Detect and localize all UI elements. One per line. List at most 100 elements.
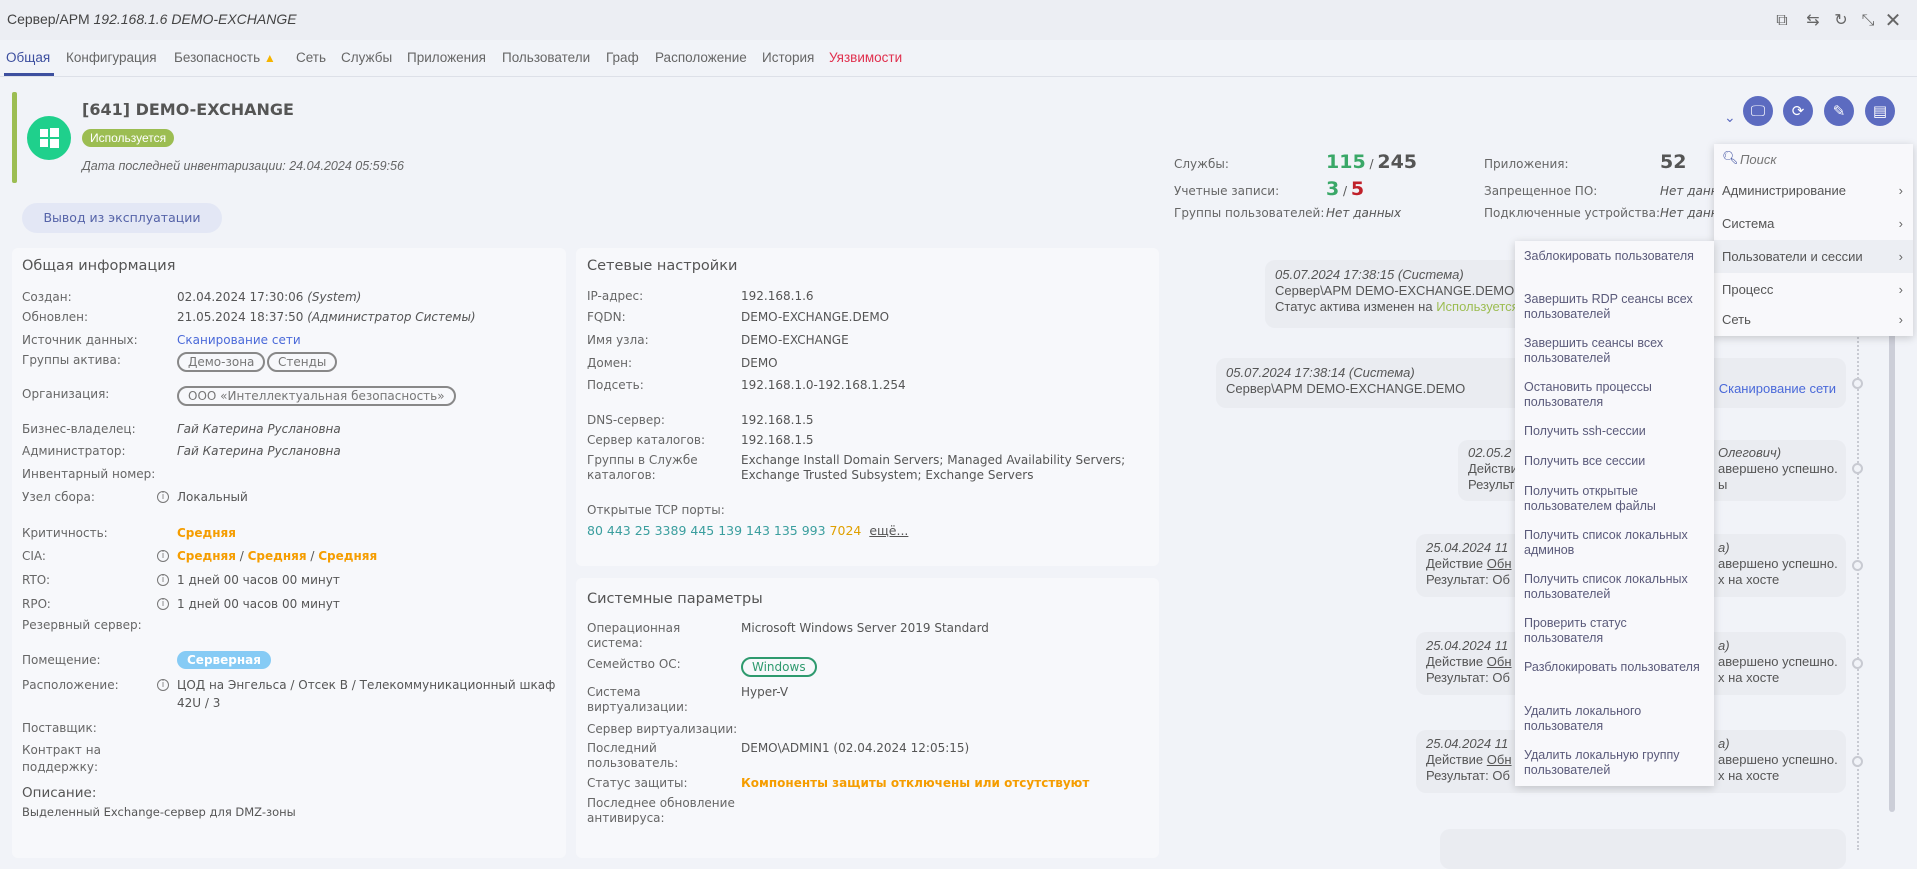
chevron-down-icon[interactable]: ⌄ [1724, 110, 1736, 126]
fqdn-label: FQDN: [587, 310, 626, 324]
document-icon[interactable]: ▤ [1865, 96, 1895, 126]
menu-item-users-sessions[interactable]: Пользователи и сессии › [1714, 240, 1913, 273]
submenu-item[interactable]: Удалить локальную группу пользователей [1524, 748, 1680, 777]
updated-value: 21.05.2024 18:37:50 (Администратор Систе… [177, 310, 476, 324]
submenu-item[interactable]: Удалить локального пользователя [1524, 704, 1642, 733]
info-icon[interactable]: i [157, 550, 169, 562]
submenu-item[interactable]: Остановить процессы пользователя [1524, 380, 1652, 409]
submenu-item[interactable]: Получить ssh-сессии [1524, 424, 1646, 438]
action-link[interactable]: Обн [1486, 654, 1512, 669]
organization-chip[interactable]: ООО «Интеллектуальная безопасность» [177, 386, 456, 406]
tab-network[interactable]: Сеть [296, 50, 327, 65]
swap-icon[interactable]: ⇆ [1806, 10, 1820, 29]
submenu-item[interactable]: Завершить RDP сеансы всех пользователей [1524, 292, 1693, 321]
virtualization-label: Система [587, 685, 641, 699]
warning-icon: ▲ [263, 51, 276, 65]
info-icon[interactable]: i [157, 598, 169, 610]
tab-bar: Общая Конфигурация Безопасность ▲ Сеть С… [0, 40, 1917, 77]
submenu-item[interactable]: Завершить сеансы всех пользователей [1524, 336, 1664, 365]
accounts-label: Учетные записи: [1174, 184, 1280, 198]
info-icon[interactable]: i [157, 679, 169, 691]
rto-value: 1 дней 00 часов 00 минут [177, 573, 340, 587]
info-icon[interactable]: i [157, 491, 169, 503]
group-chip[interactable]: Стенды [267, 352, 338, 372]
panel-title: Системные параметры [587, 591, 763, 607]
created-label: Создан: [22, 290, 72, 304]
tab-vulnerabilities[interactable]: Уязвимости [829, 50, 903, 65]
menu-item-network[interactable]: Сеть › [1714, 303, 1913, 336]
submenu-item[interactable]: Получить открытые пользователем файлы [1524, 484, 1656, 513]
tab-security[interactable]: Безопасность ▲ [174, 50, 276, 65]
os-value: Microsoft Windows Server 2019 Standard [741, 621, 989, 635]
copy-icon[interactable]: ⧉ [1776, 10, 1788, 29]
menu-item-process[interactable]: Процесс › [1714, 273, 1913, 306]
virt-server-label: Сервер виртуализации: [587, 722, 738, 736]
timeline-dot [1852, 463, 1863, 474]
av-update-label-cont: антивируса: [587, 811, 665, 825]
services-label: Службы: [1174, 157, 1229, 171]
services-count[interactable]: 115 / 245 [1326, 151, 1418, 173]
submenu-item[interactable]: Проверить статус пользователя [1524, 616, 1627, 645]
os-label-cont: система: [587, 636, 643, 650]
description-value: Выделенный Exchange-сервер для DMZ-зоны [22, 805, 296, 819]
virtualization-label-cont: виртуализации: [587, 700, 688, 714]
location-label: Расположение: [22, 678, 119, 692]
remote-desktop-icon[interactable]: 🖵 [1743, 96, 1773, 126]
chevron-right-icon: › [1898, 216, 1903, 231]
scrollbar[interactable] [1889, 200, 1895, 812]
actions-menu: 🔍︎ Администрирование› Система› Пользоват… [1714, 144, 1913, 336]
tab-applications[interactable]: Приложения [407, 50, 486, 65]
menu-item-administration[interactable]: Администрирование › [1714, 174, 1913, 207]
timeline-card[interactable] [1440, 829, 1846, 869]
tab-general[interactable]: Общая [6, 50, 51, 65]
tab-graph[interactable]: Граф [606, 50, 639, 65]
timeline-card[interactable]: 25.04.2024 11 Действие Обн Результат: Об… [1416, 534, 1846, 597]
action-link[interactable]: Обн [1486, 752, 1512, 767]
sync-icon[interactable]: ⟳ [1783, 96, 1813, 126]
decommission-button[interactable]: Вывод из эксплуатации [22, 203, 222, 233]
submenu-item[interactable]: Заблокировать пользователя [1524, 249, 1694, 263]
apps-count[interactable]: 52 [1660, 151, 1687, 173]
admin-value: Гай Катерина Руслановна [177, 444, 341, 458]
ad-groups-value-cont: Exchange Trusted Subsystem; Exchange Ser… [741, 468, 1034, 482]
tab-users[interactable]: Пользователи [502, 50, 591, 65]
submenu-item[interactable]: Получить все сессии [1524, 454, 1646, 468]
source-link[interactable]: Сканирование сети [177, 333, 301, 347]
edit-icon[interactable]: ✎ [1824, 96, 1854, 126]
menu-search-input[interactable] [1740, 148, 1900, 170]
inventory-number-label: Инвентарный номер: [22, 467, 156, 481]
room-badge[interactable]: Серверная [177, 651, 271, 669]
backup-server-label: Резервный сервер: [22, 618, 142, 632]
menu-item-system[interactable]: Система › [1714, 207, 1913, 240]
group-chip[interactable]: Демо-зона [177, 352, 266, 372]
accounts-count[interactable]: 3 / 5 [1326, 178, 1365, 200]
close-icon[interactable]: ✕ [1884, 8, 1902, 32]
status-badge: Используется [82, 129, 175, 147]
tab-services[interactable]: Службы [341, 50, 393, 65]
submenu-item[interactable]: Получить список локальных админов [1524, 528, 1688, 557]
refresh-icon[interactable]: ↻ [1834, 10, 1848, 29]
protection-label: Статус защиты: [587, 776, 688, 790]
chevron-right-icon: › [1898, 312, 1903, 327]
minimize-icon[interactable]: ⤡ [1861, 10, 1875, 29]
action-link[interactable]: Обн [1486, 556, 1512, 571]
tab-configuration[interactable]: Конфигурация [66, 50, 157, 65]
os-family-chip[interactable]: Windows [741, 657, 817, 677]
tab-history[interactable]: История [762, 50, 815, 65]
source-link[interactable]: Сканирование сети [1718, 381, 1836, 396]
submenu-item[interactable]: Разблокировать пользователя [1524, 660, 1700, 674]
tab-location[interactable]: Расположение [655, 50, 747, 65]
contract-label-cont: поддержку: [22, 760, 98, 774]
node-value: Локальный [177, 490, 248, 504]
more-ports-link[interactable]: ещё... [869, 523, 909, 538]
location-value-cont: 42U / 3 [177, 696, 221, 710]
info-icon[interactable]: i [157, 574, 169, 586]
created-value: 02.04.2024 17:30:06 (System) [177, 290, 362, 304]
ports-label: Открытые TCP порты: [587, 503, 725, 517]
forbidden-software-label: Запрещенное ПО: [1484, 184, 1598, 198]
cia-value: Средняя / Средняя / Средняя [177, 549, 378, 563]
submenu-item[interactable]: Получить список локальных пользователей [1524, 572, 1688, 601]
ip-value: 192.168.1.6 [741, 289, 814, 303]
forbidden-software-value: Нет данн [1660, 184, 1719, 198]
status-stripe [12, 92, 17, 183]
